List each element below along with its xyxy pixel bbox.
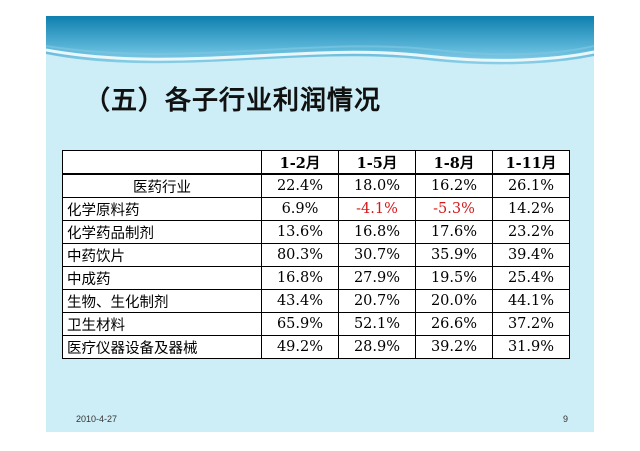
table-corner-cell xyxy=(62,150,262,175)
table-cell: 23.2% xyxy=(492,220,570,244)
table-cell: 31.9% xyxy=(492,335,570,359)
table-cell: 16.2% xyxy=(415,173,493,198)
table-cell: 52.1% xyxy=(338,312,416,336)
table-cell: 14.2% xyxy=(492,197,570,221)
table-cell: 6.9% xyxy=(261,197,339,221)
column-header: 1-2月 xyxy=(261,150,339,175)
table-cell: 39.2% xyxy=(415,335,493,359)
table-cell: 80.3% xyxy=(261,243,339,267)
row-label: 卫生材料 xyxy=(62,312,262,336)
row-label: 生物、生化制剂 xyxy=(62,289,262,313)
table-row: 化学原料药 6.9% -4.1% -5.3% 14.2% xyxy=(62,197,570,221)
negative-value-cell: -4.1% xyxy=(338,197,416,221)
table-cell: 39.4% xyxy=(492,243,570,267)
table-cell: 13.6% xyxy=(261,220,339,244)
table-row: 化学药品制剂 13.6% 16.8% 17.6% 23.2% xyxy=(62,220,570,244)
column-header: 1-8月 xyxy=(415,150,493,175)
row-label: 医药行业 xyxy=(62,173,262,198)
row-label: 化学药品制剂 xyxy=(62,220,262,244)
table-cell: 25.4% xyxy=(492,266,570,290)
table-cell: 26.6% xyxy=(415,312,493,336)
table-cell: 49.2% xyxy=(261,335,339,359)
footer-date: 2010-4-27 xyxy=(76,414,118,424)
table-cell: 17.6% xyxy=(415,220,493,244)
page-number: 9 xyxy=(563,414,569,424)
table-cell: 30.7% xyxy=(338,243,416,267)
table-cell: 22.4% xyxy=(261,173,339,198)
row-label: 化学原料药 xyxy=(62,197,262,221)
table-cell: 27.9% xyxy=(338,266,416,290)
table-cell: 35.9% xyxy=(415,243,493,267)
table-cell: 16.8% xyxy=(261,266,339,290)
table-row: 中药饮片 80.3% 30.7% 35.9% 39.4% xyxy=(62,243,570,267)
column-header: 1-5月 xyxy=(338,150,416,175)
slide: （五）各子行业利润情况 1-2月 1-5月 1-8月 1-11月 医药行业 22… xyxy=(46,16,594,432)
table-cell: 20.0% xyxy=(415,289,493,313)
row-label: 中成药 xyxy=(62,266,262,290)
table-cell: 37.2% xyxy=(492,312,570,336)
table-cell: 65.9% xyxy=(261,312,339,336)
table-row: 医药行业 22.4% 18.0% 16.2% 26.1% xyxy=(62,173,570,198)
slide-title: （五）各子行业利润情况 xyxy=(84,86,382,116)
table-row: 卫生材料 65.9% 52.1% 26.6% 37.2% xyxy=(62,312,570,336)
table-cell: 43.4% xyxy=(261,289,339,313)
table-cell: 16.8% xyxy=(338,220,416,244)
row-label: 医疗仪器设备及器械 xyxy=(62,335,262,359)
table-cell: 28.9% xyxy=(338,335,416,359)
table-cell: 19.5% xyxy=(415,266,493,290)
column-header: 1-11月 xyxy=(492,150,570,175)
table-header-row: 1-2月 1-5月 1-8月 1-11月 xyxy=(62,150,570,175)
table-row: 医疗仪器设备及器械 49.2% 28.9% 39.2% 31.9% xyxy=(62,335,570,359)
table-cell: 20.7% xyxy=(338,289,416,313)
table-cell: 26.1% xyxy=(492,173,570,198)
header-wave-decoration xyxy=(46,45,594,96)
row-label: 中药饮片 xyxy=(62,243,262,267)
negative-value-cell: -5.3% xyxy=(415,197,493,221)
table-row: 中成药 16.8% 27.9% 19.5% 25.4% xyxy=(62,266,570,290)
table-row: 生物、生化制剂 43.4% 20.7% 20.0% 44.1% xyxy=(62,289,570,313)
table-cell: 18.0% xyxy=(338,173,416,198)
profit-table: 1-2月 1-5月 1-8月 1-11月 医药行业 22.4% 18.0% 16… xyxy=(62,150,570,359)
table-cell: 44.1% xyxy=(492,289,570,313)
